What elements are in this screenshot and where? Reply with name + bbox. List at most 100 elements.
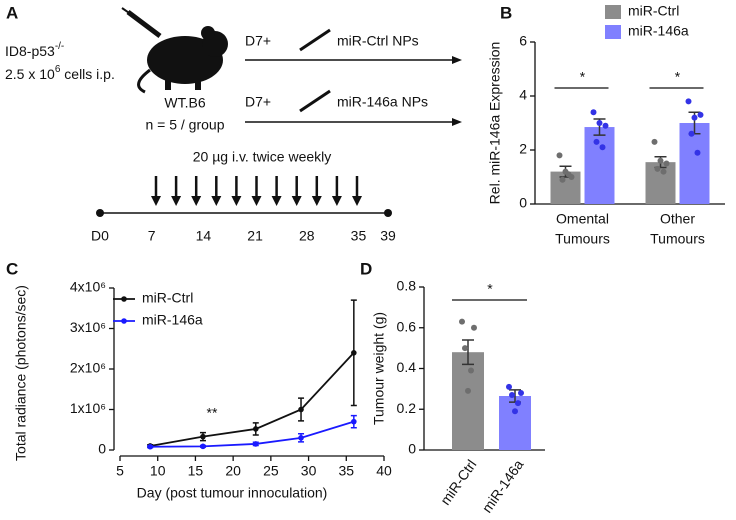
data-point <box>660 168 667 175</box>
arm-treatment: miR-146a NPs <box>337 94 428 110</box>
group-size: n = 5 / group <box>145 117 224 133</box>
dose-rest: cells i.p. <box>60 66 114 82</box>
x-tick-label: Other <box>660 211 695 227</box>
y-tick-label: 4x10⁶ <box>70 279 106 295</box>
y-axis-label: Rel. miR-146a Expression <box>487 42 503 205</box>
data-point <box>559 176 566 183</box>
data-point <box>518 389 524 396</box>
data-point <box>694 149 701 156</box>
significance-label: * <box>580 69 586 85</box>
data-point <box>685 98 692 105</box>
marker <box>200 443 206 450</box>
marker <box>298 406 304 413</box>
y-tick-label: 0 <box>98 441 106 457</box>
marker <box>147 443 153 450</box>
data-point <box>471 324 477 331</box>
legend-label: miR-146a <box>142 312 203 328</box>
timeline-label: 35 <box>351 228 367 244</box>
cell-line-name: ID8-p53 <box>5 43 55 59</box>
timeline-end <box>384 209 392 217</box>
timeline-label: 7 <box>148 228 156 244</box>
dose: 2.5 x 106 cells i.p. <box>5 64 115 82</box>
timeline-label: 39 <box>380 228 396 244</box>
panel-label: B <box>500 3 512 22</box>
dose-arrow-head <box>271 196 282 206</box>
dose-arrow-head <box>331 196 342 206</box>
x-tick-label: 35 <box>338 463 354 479</box>
legend-label: miR-Ctrl <box>142 290 193 306</box>
data-point <box>465 387 471 394</box>
x-tick-label: 5 <box>116 463 124 479</box>
dose-arrow-head <box>231 196 242 206</box>
bar <box>584 127 615 204</box>
marker <box>298 435 304 441</box>
x-tick-label: miR-Ctrl <box>437 457 480 508</box>
x-tick-label: 30 <box>301 463 317 479</box>
dose-arrow-head <box>251 196 262 206</box>
data-point <box>562 168 569 175</box>
y-tick-label: 4 <box>519 87 527 103</box>
data-point <box>509 391 515 398</box>
data-point <box>691 114 698 121</box>
panel-label: C <box>6 259 18 278</box>
dose-arrow-head <box>291 196 302 206</box>
x-tick-label: 40 <box>376 463 392 479</box>
timeline-label: 28 <box>299 228 315 244</box>
data-point <box>688 130 695 137</box>
schedule: 20 µg i.v. twice weekly <box>193 149 332 165</box>
legend-label: miR-Ctrl <box>628 3 679 19</box>
x-tick-label: 15 <box>188 463 204 479</box>
marker <box>351 418 357 425</box>
dose-arrow-head <box>311 196 322 206</box>
timeline-label: 21 <box>247 228 263 244</box>
significance-label: * <box>675 69 681 85</box>
dose-arrow-head <box>211 196 222 206</box>
y-axis-label: Tumour weight (g) <box>371 312 387 425</box>
data-point <box>506 383 512 390</box>
timeline-label: 14 <box>196 228 212 244</box>
data-point <box>462 345 468 352</box>
x-tick-label: Omental <box>556 211 609 227</box>
bar <box>452 352 484 450</box>
bar <box>645 162 676 204</box>
data-point <box>556 152 563 159</box>
data-point <box>663 160 670 167</box>
legend-marker <box>121 296 127 302</box>
mouse-strain: WT.B6 <box>164 95 205 111</box>
x-axis-label: Day (post tumour innoculation) <box>137 485 328 501</box>
cell-line: ID8-p53-/- <box>5 41 64 59</box>
y-tick-label: 3x10⁶ <box>70 319 106 335</box>
y-tick-label: 1x10⁶ <box>70 400 106 416</box>
data-point <box>593 138 600 145</box>
legend-swatch <box>605 5 621 19</box>
marker <box>252 426 259 432</box>
y-tick-label: 0.8 <box>397 278 417 294</box>
x-tick-label: miR-146a <box>479 457 527 516</box>
y-tick-label: 0.2 <box>397 400 417 416</box>
arm-treatment: miR-Ctrl NPs <box>337 33 419 49</box>
data-point <box>512 408 518 415</box>
y-tick-label: 6 <box>519 33 527 49</box>
legend-swatch <box>605 25 621 39</box>
x-tick-label: Tumours <box>555 231 610 247</box>
data-point <box>602 122 609 129</box>
y-tick-label: 0 <box>408 441 416 457</box>
significance-label: * <box>487 281 493 297</box>
legend-marker <box>121 318 127 324</box>
bar <box>679 123 710 204</box>
marker <box>252 441 259 447</box>
dose-arrow-head <box>151 196 161 206</box>
data-point <box>596 120 603 126</box>
marker <box>351 350 357 356</box>
line <box>150 352 355 447</box>
data-point <box>697 111 704 118</box>
dose-arrow-head <box>191 196 202 206</box>
data-point <box>657 157 664 164</box>
x-tick-label: 20 <box>225 463 241 479</box>
timeline-end <box>96 209 104 217</box>
arm-start: D7+ <box>245 33 271 49</box>
y-tick-label: 2x10⁶ <box>70 360 106 376</box>
data-point <box>468 367 474 374</box>
arm-start: D7+ <box>245 94 271 110</box>
